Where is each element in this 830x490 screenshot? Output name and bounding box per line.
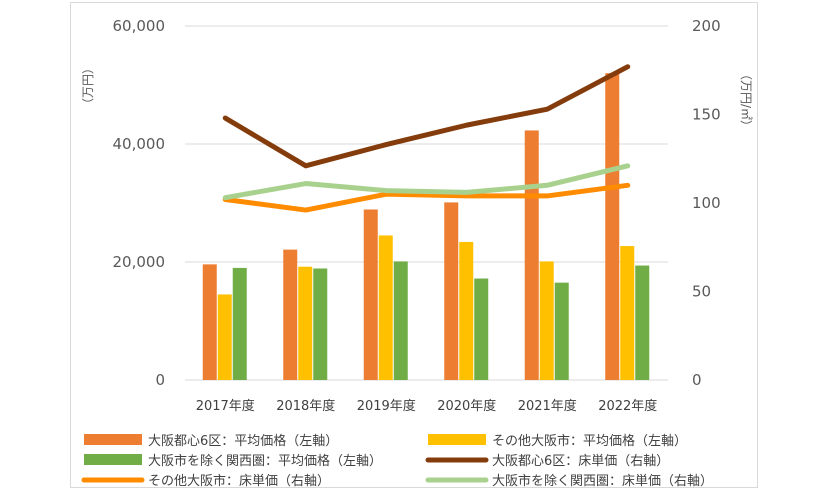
- category-label: 2020年度: [437, 398, 496, 414]
- bar: [474, 278, 489, 380]
- left-axis-ticks: 0 20,000 40,000 60,000: [113, 17, 166, 389]
- legend-label: その他大阪市：平均価格（左軸）: [492, 433, 687, 449]
- right-tick-label: 200: [692, 17, 721, 35]
- legend-swatch: [428, 434, 486, 445]
- series-line: [222, 182, 631, 213]
- bar: [635, 265, 650, 380]
- legend-label: 大阪市を除く関西圏：平均価格（左軸）: [148, 453, 382, 469]
- bar: [298, 266, 313, 380]
- bar: [217, 294, 232, 380]
- left-tick-label: 0: [155, 371, 165, 389]
- legend: 大阪都心6区：平均価格（左軸） その他大阪市：平均価格（左軸） 大阪市を除く関西圏：…: [81, 433, 713, 489]
- left-axis-unit-label: （万円）: [81, 62, 95, 110]
- bar-series-group: [202, 73, 650, 380]
- legend-label: 大阪都心6区：床単価（右軸）: [492, 453, 669, 469]
- bar: [363, 209, 378, 380]
- series-line: [222, 64, 631, 169]
- left-tick-label: 40,000: [113, 135, 166, 153]
- category-axis-labels: 2017年度 2018年度 2019年度 2020年度 2021年度 2022年度: [196, 398, 658, 414]
- legend-label: その他大阪市：床単価（右軸）: [148, 473, 330, 489]
- right-axis-unit-label: （万円/㎡）: [739, 68, 753, 132]
- bar: [378, 235, 393, 380]
- bar: [444, 202, 459, 380]
- right-tick-label: 0: [692, 371, 702, 389]
- category-label: 2017年度: [196, 398, 255, 414]
- legend-swatch: [84, 434, 142, 445]
- right-tick-label: 100: [692, 194, 721, 212]
- left-tick-label: 20,000: [113, 253, 166, 271]
- chart-frame: [70, 2, 758, 488]
- bar: [313, 268, 328, 380]
- left-tick-label: 60,000: [113, 17, 166, 35]
- category-label: 2021年度: [518, 398, 577, 414]
- category-label: 2019年度: [357, 398, 416, 414]
- series-line: [222, 163, 631, 201]
- right-tick-label: 150: [692, 106, 721, 124]
- legend-label: 大阪市を除く関西圏：床単価（右軸）: [492, 473, 713, 489]
- line-series-group: [222, 64, 631, 213]
- bar: [459, 241, 474, 380]
- bar: [202, 264, 217, 380]
- category-label: 2022年度: [598, 398, 657, 414]
- legend-swatch: [84, 454, 142, 465]
- bar: [554, 282, 569, 380]
- bar: [605, 73, 620, 380]
- bar: [393, 261, 408, 380]
- bar: [283, 249, 298, 380]
- bar: [524, 130, 539, 380]
- right-tick-label: 50: [692, 283, 711, 301]
- right-axis-ticks: 0 50 100 150 200: [692, 17, 721, 389]
- bar: [539, 261, 554, 380]
- bar: [232, 267, 247, 380]
- legend-label: 大阪都心6区：平均価格（左軸）: [148, 433, 338, 449]
- category-label: 2018年度: [276, 398, 335, 414]
- bar: [620, 246, 635, 380]
